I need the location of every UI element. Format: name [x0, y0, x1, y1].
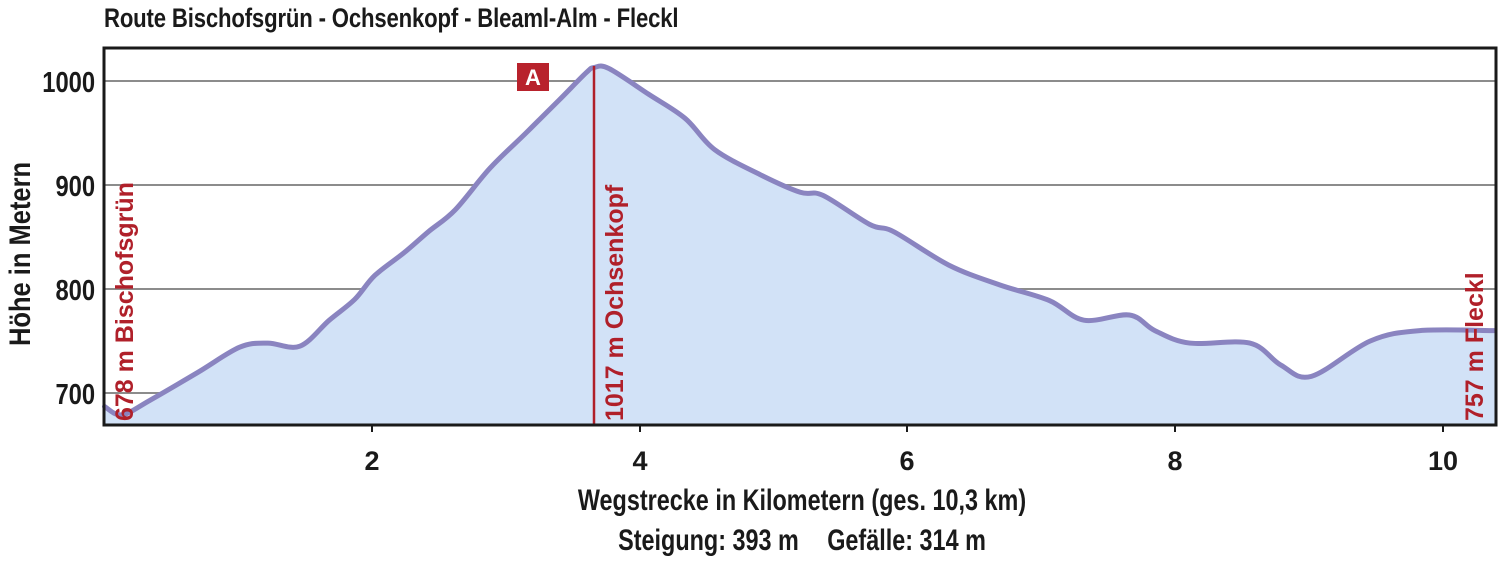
- chart-title: Route Bischofsgrün - Ochsenkopf - Bleaml…: [104, 3, 679, 33]
- y-tick-700: 700: [55, 378, 95, 411]
- waypoint-marker-a: A: [517, 63, 549, 91]
- elevation-summary: Steigung: 393 m Gefälle: 314 m: [174, 524, 1430, 558]
- x-tick-10: 10: [1428, 446, 1458, 476]
- y-tick-800: 800: [55, 274, 95, 307]
- marker-a-label: A: [525, 65, 541, 90]
- x-axis-title: Wegstrecke in Kilometern (ges. 10,3 km): [577, 484, 1027, 517]
- elevation-line: [102, 63, 1498, 418]
- x-tick-4: 4: [632, 446, 647, 476]
- annotation-peak: 1017 m Ochsenkopf: [601, 184, 629, 421]
- y-axis-title: Höhe in Metern: [3, 162, 36, 346]
- x-tick-6: 6: [899, 446, 914, 476]
- x-tick-8: 8: [1167, 446, 1182, 476]
- ascent-stat: Steigung: 393 m: [618, 524, 799, 557]
- y-tick-900: 900: [55, 170, 95, 203]
- annotation-start: 678 m Bischofsgrün: [111, 182, 139, 421]
- y-tick-1000: 1000: [42, 66, 95, 99]
- x-tick-2: 2: [364, 446, 379, 476]
- elevation-area: [104, 66, 1495, 425]
- y-axis: 1000 900 800 700 Höhe in Metern: [3, 66, 95, 411]
- annotation-end: 757 m Fleckl: [1461, 272, 1489, 421]
- plot-frame: [102, 46, 1498, 427]
- descent-stat: Gefälle: 314 m: [827, 524, 986, 557]
- x-axis: 2 4 6 8 10: [364, 425, 1458, 476]
